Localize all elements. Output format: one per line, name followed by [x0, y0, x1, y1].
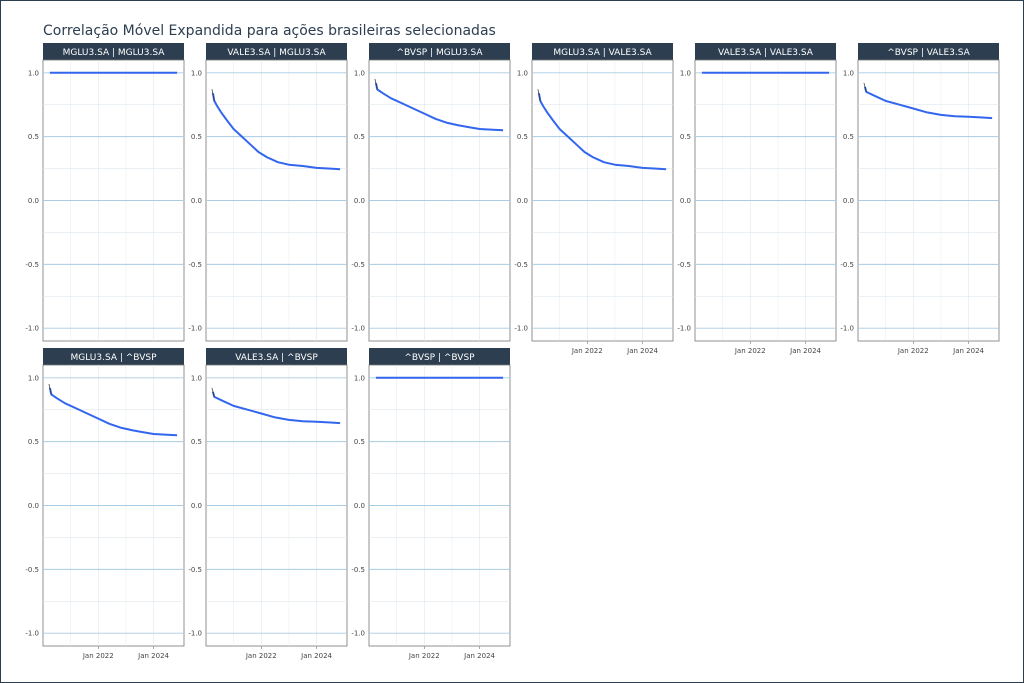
- y-tick-label: 1.0: [191, 374, 202, 382]
- y-tick-label: -0.5: [25, 566, 39, 574]
- panel-strip-label: ^BVSP | MGLU3.SA: [396, 48, 483, 58]
- y-tick-label: 0.0: [680, 197, 691, 205]
- x-tick-label: Jan 2022: [82, 652, 114, 660]
- x-tick-label: Jan 2024: [626, 347, 658, 355]
- y-tick-label: 0.0: [354, 502, 365, 510]
- y-tick-label: -0.5: [677, 261, 691, 269]
- panel-strip-label: VALE3.SA | ^BVSP: [235, 353, 318, 363]
- y-tick-label: -1.0: [677, 325, 691, 333]
- line-start-trace: [863, 82, 867, 93]
- line-start-trace: [537, 89, 541, 101]
- line-start-trace: [48, 383, 52, 395]
- panel-strip: [206, 348, 347, 365]
- panel-strip: [43, 43, 184, 60]
- x-tick-label: Jan 2022: [571, 347, 603, 355]
- y-tick-label: -1.0: [188, 325, 202, 333]
- correlation-line: [211, 93, 341, 171]
- panel-strip-label: MGLU3.SA | VALE3.SA: [553, 48, 652, 58]
- chart-title: Correlação Móvel Expandida para ações br…: [43, 23, 496, 39]
- y-tick-label: 1.0: [517, 69, 528, 77]
- y-tick-label: 0.0: [843, 197, 854, 205]
- correlation-line: [48, 387, 178, 437]
- y-tick-label: -0.5: [188, 566, 202, 574]
- y-tick-label: 0.0: [28, 197, 39, 205]
- y-tick-label: 0.5: [354, 133, 365, 141]
- y-tick-label: 1.0: [354, 374, 365, 382]
- y-tick-label: 0.0: [191, 502, 202, 510]
- y-tick-label: -0.5: [840, 261, 854, 269]
- y-tick-label: -1.0: [351, 325, 365, 333]
- panel-strip: [206, 43, 347, 60]
- y-tick-label: -1.0: [514, 325, 528, 333]
- panel-strip-label: ^BVSP | VALE3.SA: [887, 48, 970, 58]
- line-start-trace: [211, 89, 215, 101]
- x-tick-label: Jan 2024: [300, 652, 332, 660]
- y-tick-label: 1.0: [843, 69, 854, 77]
- y-tick-label: 1.0: [28, 374, 39, 382]
- x-tick-label: Jan 2022: [408, 652, 440, 660]
- y-tick-label: -0.5: [514, 261, 528, 269]
- correlation-line: [863, 86, 993, 120]
- x-tick-label: Jan 2024: [137, 652, 169, 660]
- y-tick-label: -1.0: [25, 325, 39, 333]
- y-tick-label: -1.0: [25, 630, 39, 638]
- y-tick-label: 1.0: [354, 69, 365, 77]
- y-tick-label: 0.0: [517, 197, 528, 205]
- y-tick-label: -1.0: [351, 630, 365, 638]
- y-tick-label: -0.5: [188, 261, 202, 269]
- y-tick-label: 0.0: [191, 197, 202, 205]
- y-tick-label: 0.0: [354, 197, 365, 205]
- correlation-line: [537, 93, 667, 171]
- y-tick-label: -0.5: [351, 261, 365, 269]
- panel-strip-label: MGLU3.SA | ^BVSP: [70, 353, 157, 363]
- y-tick-label: 1.0: [28, 69, 39, 77]
- y-tick-label: 0.5: [28, 133, 39, 141]
- y-tick-label: 0.5: [680, 133, 691, 141]
- y-tick-label: 0.5: [28, 438, 39, 446]
- line-start-trace: [211, 387, 215, 398]
- y-tick-label: 0.5: [354, 438, 365, 446]
- y-tick-label: -0.5: [351, 566, 365, 574]
- y-tick-label: 0.5: [843, 133, 854, 141]
- panel-strip-label: VALE3.SA | VALE3.SA: [718, 48, 814, 58]
- panel-strip: [858, 43, 999, 60]
- correlation-line: [211, 391, 341, 425]
- y-tick-label: -1.0: [840, 325, 854, 333]
- panel-strip-label: VALE3.SA | MGLU3.SA: [227, 48, 326, 58]
- y-tick-label: -0.5: [25, 261, 39, 269]
- y-tick-label: 1.0: [191, 69, 202, 77]
- x-tick-label: Jan 2024: [463, 652, 495, 660]
- y-tick-label: 0.5: [191, 133, 202, 141]
- correlation-line: [374, 82, 504, 132]
- y-tick-label: 1.0: [680, 69, 691, 77]
- x-tick-label: Jan 2024: [952, 347, 984, 355]
- panel-strip: [532, 43, 673, 60]
- y-tick-label: 0.5: [517, 133, 528, 141]
- x-tick-label: Jan 2022: [245, 652, 277, 660]
- panel-strip: [43, 348, 184, 365]
- x-tick-label: Jan 2022: [734, 347, 766, 355]
- panel-strip-label: ^BVSP | ^BVSP: [404, 353, 475, 363]
- y-tick-label: -1.0: [188, 630, 202, 638]
- panel-strip: [369, 43, 510, 60]
- x-tick-label: Jan 2024: [789, 347, 821, 355]
- panel-strip: [369, 348, 510, 365]
- y-tick-label: 0.0: [28, 502, 39, 510]
- x-tick-label: Jan 2022: [897, 347, 929, 355]
- line-start-trace: [374, 78, 378, 90]
- panel-strip-label: MGLU3.SA | MGLU3.SA: [63, 48, 166, 58]
- panel-strip: [695, 43, 836, 60]
- y-tick-label: 0.5: [191, 438, 202, 446]
